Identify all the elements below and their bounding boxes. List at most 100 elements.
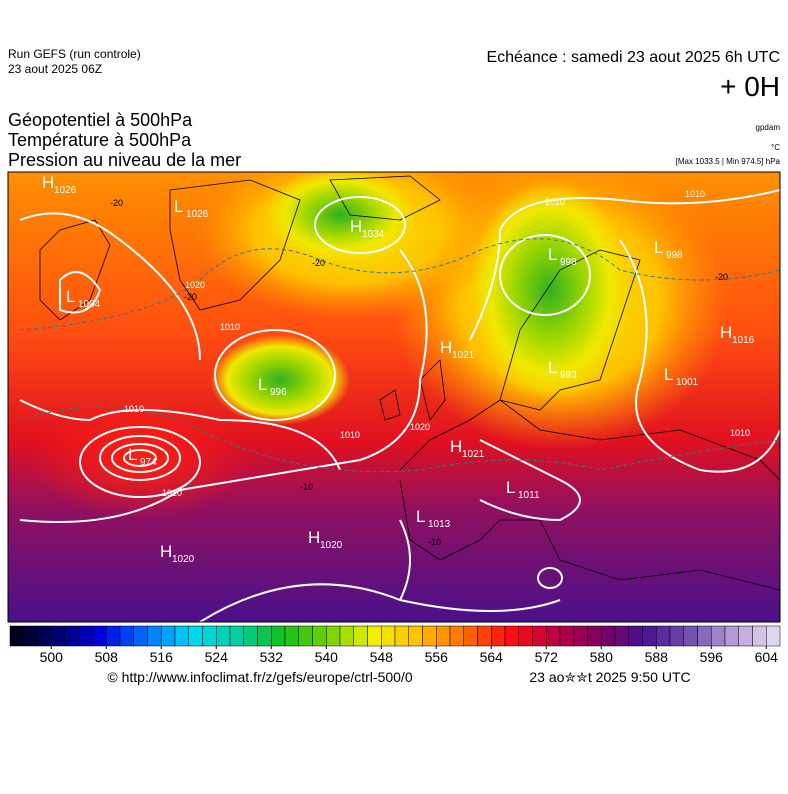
center-letter: L <box>258 375 267 394</box>
colorbar: 500 508 516 524 532 540 548 556 564 572 580 588 596 6… <box>9 625 781 665</box>
center-value: 1021 <box>452 350 475 361</box>
colorbar-swatch <box>573 625 588 647</box>
colorbar-tick-label: 588 <box>645 649 669 665</box>
center-value: 1013 <box>428 519 451 530</box>
colorbar-tick-label: 540 <box>315 649 339 665</box>
colorbar-tick-label: 580 <box>590 649 614 665</box>
isobar-label: 1010 <box>162 488 182 498</box>
center-letter: H <box>440 338 452 357</box>
colorbar-swatch <box>601 625 616 647</box>
timestamp: 23 ao✮✮t 2025 9:50 UTC <box>529 669 690 685</box>
colorbar-swatch <box>491 625 506 647</box>
colorbar-tick-label: 572 <box>535 649 559 665</box>
center-value: 1021 <box>462 449 485 460</box>
colorbar-swatch <box>353 625 368 647</box>
colorbar-swatch <box>257 625 272 647</box>
colorbar-swatch <box>766 625 781 647</box>
valid-time: Echéance : samedi 23 aout 2025 6h UTC <box>486 49 780 66</box>
colorbar-swatch <box>408 625 423 647</box>
colorbar-swatch <box>133 625 148 647</box>
colorbar-swatch <box>23 625 38 647</box>
colorbar-swatch <box>642 625 657 647</box>
colorbar-swatch <box>697 625 712 647</box>
colorbar-swatch <box>161 625 176 647</box>
isobar-label: 1010 <box>220 322 240 332</box>
center-value: 993 <box>560 370 577 381</box>
colorbar-tick-label: 564 <box>480 649 504 665</box>
colorbar-swatch <box>229 625 244 647</box>
colorbar-tick-label: 556 <box>425 649 449 665</box>
center-letter: H <box>160 542 172 561</box>
colorbar-swatch <box>724 625 739 647</box>
colorbar-tick-label: 508 <box>95 649 119 665</box>
colorbar-swatch <box>106 625 121 647</box>
center-letter: L <box>128 445 137 464</box>
isotherms <box>19 238 780 473</box>
center-value: 1016 <box>732 335 755 346</box>
center-value: 1001 <box>676 377 699 388</box>
center-letter: L <box>548 245 557 264</box>
isobar-label: 1010 <box>340 430 360 440</box>
colorbar-swatch <box>78 625 93 647</box>
center-value: 1020 <box>320 540 343 551</box>
center-value: 1026 <box>186 209 209 220</box>
center-letter: L <box>654 238 663 257</box>
colorbar-swatch <box>532 625 547 647</box>
run-date: 23 aout 2025 06Z <box>8 62 102 76</box>
center-letter: H <box>42 173 54 192</box>
colorbar-swatch <box>656 625 671 647</box>
colorbar-swatch <box>518 625 533 647</box>
colorbar-swatch <box>298 625 313 647</box>
colorbar-tick-label: 604 <box>755 649 779 665</box>
colorbar-swatch <box>119 625 134 647</box>
isotherm-label: -20 <box>184 292 197 302</box>
isotherm-label: -10 <box>300 482 313 492</box>
title: Pression au niveau de la mer <box>8 150 241 170</box>
colorbar-swatch <box>188 625 203 647</box>
field-blob <box>470 180 630 400</box>
center-letter: L <box>548 358 557 377</box>
colorbar-swatch <box>37 625 52 647</box>
coastlines <box>39 175 780 591</box>
colorbar-swatch <box>216 625 231 647</box>
center-value: 998 <box>560 257 577 268</box>
colorbar-swatch <box>436 625 451 647</box>
isobar-label: 1020 <box>410 422 430 432</box>
colorbar-swatch <box>669 625 684 647</box>
colorbar-swatch <box>51 625 66 647</box>
colorbar-swatch <box>9 625 24 647</box>
colorbar-swatch <box>463 625 478 647</box>
colorbar-swatch <box>614 625 629 647</box>
colorbar-swatch <box>284 625 299 647</box>
center-value: 996 <box>270 387 287 398</box>
center-value: 998 <box>666 250 683 261</box>
center-letter: L <box>664 365 673 384</box>
center-letter: H <box>450 437 462 456</box>
center-value: 1011 <box>518 490 540 501</box>
isobars <box>19 189 780 622</box>
colorbar-swatch <box>752 625 767 647</box>
colorbar-tick-label: 500 <box>40 649 64 665</box>
center-letter: L <box>506 478 515 497</box>
center-letter: L <box>174 197 183 216</box>
colorbar-tick-label: 524 <box>205 649 229 665</box>
isobar-label: 1010 <box>730 428 750 438</box>
colorbar-swatch <box>449 625 464 647</box>
colorbar-swatch <box>477 625 492 647</box>
colorbar-swatch <box>504 625 519 647</box>
colorbar-swatch <box>147 625 162 647</box>
unit: [Max 1033.5 | Min 974.5] hPa <box>676 157 781 166</box>
unit: °C <box>771 143 780 152</box>
colorbar-swatch <box>738 625 753 647</box>
colorbar-swatch <box>271 625 286 647</box>
colorbar-swatch <box>546 625 561 647</box>
colorbar-swatch <box>64 625 79 647</box>
center-value: 1026 <box>54 185 77 196</box>
colorbar-swatch <box>326 625 341 647</box>
colorbar-swatch <box>92 625 107 647</box>
isotherm-label: -10 <box>428 537 441 547</box>
title: Géopotentiel à 500hPa <box>8 110 193 130</box>
